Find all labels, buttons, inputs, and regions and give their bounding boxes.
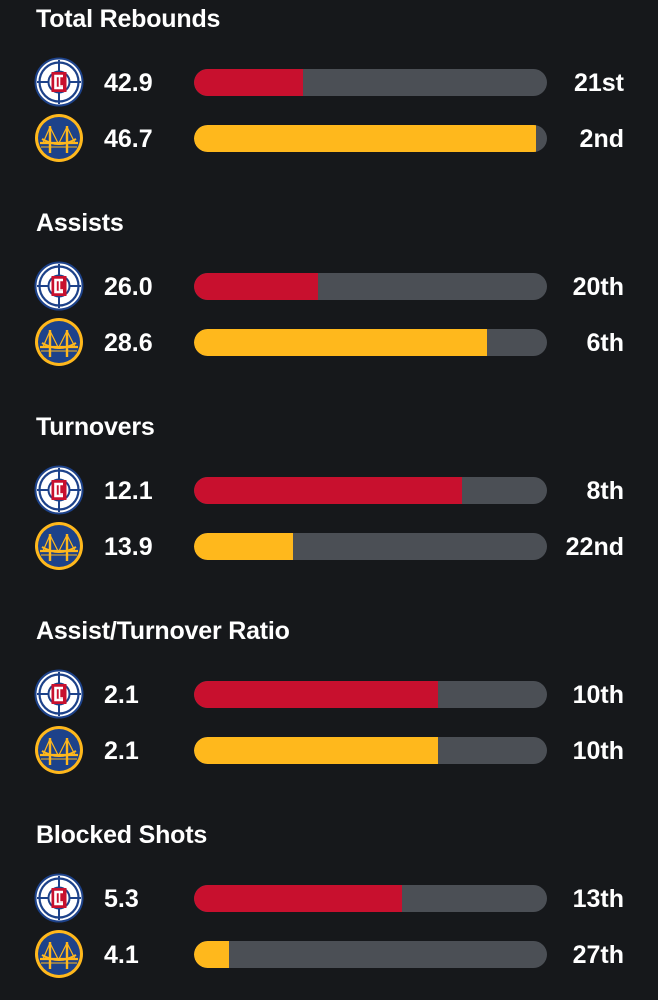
warriors-logo-icon (34, 521, 84, 571)
stat-value: 4.1 (104, 941, 139, 969)
warriors-logo-icon (34, 113, 84, 163)
section-title: Turnovers (36, 413, 155, 441)
league-rank: 10th (572, 681, 624, 709)
stat-bar-fill (194, 533, 293, 560)
team-row-warriors: 28.6 6th (0, 316, 658, 368)
stat-bar-fill (194, 273, 318, 300)
team-row-clippers: 12.1 8th (0, 464, 658, 516)
stat-bar-track (194, 273, 547, 300)
team-row-clippers: 5.3 13th (0, 872, 658, 924)
stat-bar-fill (194, 329, 487, 356)
warriors-logo-icon (34, 725, 84, 775)
team-row-clippers: 26.0 20th (0, 260, 658, 312)
section-title: Assists (36, 209, 124, 237)
stat-value: 2.1 (104, 681, 139, 709)
team-row-clippers: 2.1 10th (0, 668, 658, 720)
league-rank: 22nd (565, 533, 624, 561)
stat-bar-fill (194, 125, 537, 152)
clippers-logo-icon (34, 873, 84, 923)
stat-bar-track (194, 885, 547, 912)
section-title: Total Rebounds (36, 5, 221, 33)
league-rank: 10th (572, 737, 624, 765)
league-rank: 13th (572, 885, 624, 913)
league-rank: 6th (586, 329, 625, 357)
league-rank: 27th (572, 941, 624, 969)
stat-section-total-rebounds: Total Rebounds 42.9 21st 46.7 2nd (0, 0, 658, 204)
stat-value: 2.1 (104, 737, 139, 765)
league-rank: 2nd (579, 125, 624, 153)
stat-bar-track (194, 477, 547, 504)
stat-bar-track (194, 737, 547, 764)
stat-bar-track (194, 329, 547, 356)
team-row-warriors: 4.1 27th (0, 928, 658, 980)
stat-section-assists: Assists 26.0 20th 28.6 6th (0, 204, 658, 408)
stat-value: 5.3 (104, 885, 139, 913)
stat-bar-fill (194, 941, 230, 968)
stat-bar-fill (194, 69, 304, 96)
clippers-logo-icon (34, 465, 84, 515)
team-row-warriors: 46.7 2nd (0, 112, 658, 164)
stat-value: 46.7 (104, 125, 153, 153)
stat-value: 12.1 (104, 477, 153, 505)
stat-value: 13.9 (104, 533, 153, 561)
stat-bar-track (194, 941, 547, 968)
stat-value: 26.0 (104, 273, 153, 301)
team-row-warriors: 2.1 10th (0, 724, 658, 776)
stat-section-assist-turnover-ratio: Assist/Turnover Ratio 2.1 10th 2.1 10th (0, 612, 658, 816)
stat-bar-track (194, 681, 547, 708)
stat-bar-track (194, 125, 547, 152)
team-row-warriors: 13.9 22nd (0, 520, 658, 572)
stat-bar-fill (194, 477, 463, 504)
league-rank: 21st (573, 69, 624, 97)
stat-bar-track (194, 69, 547, 96)
stat-value: 42.9 (104, 69, 153, 97)
warriors-logo-icon (34, 317, 84, 367)
section-title: Blocked Shots (36, 821, 208, 849)
stat-section-blocked-shots: Blocked Shots 5.3 13th 4.1 27th (0, 816, 658, 1000)
stat-bar-track (194, 533, 547, 560)
warriors-logo-icon (34, 929, 84, 979)
stat-bar-fill (194, 737, 438, 764)
stat-bar-fill (194, 681, 438, 708)
section-title: Assist/Turnover Ratio (36, 617, 290, 645)
league-rank: 20th (572, 273, 624, 301)
clippers-logo-icon (34, 669, 84, 719)
clippers-logo-icon (34, 261, 84, 311)
stat-section-turnovers: Turnovers 12.1 8th 13.9 22nd (0, 408, 658, 612)
team-row-clippers: 42.9 21st (0, 56, 658, 108)
league-rank: 8th (586, 477, 625, 505)
clippers-logo-icon (34, 57, 84, 107)
stat-value: 28.6 (104, 329, 153, 357)
stat-bar-fill (194, 885, 403, 912)
